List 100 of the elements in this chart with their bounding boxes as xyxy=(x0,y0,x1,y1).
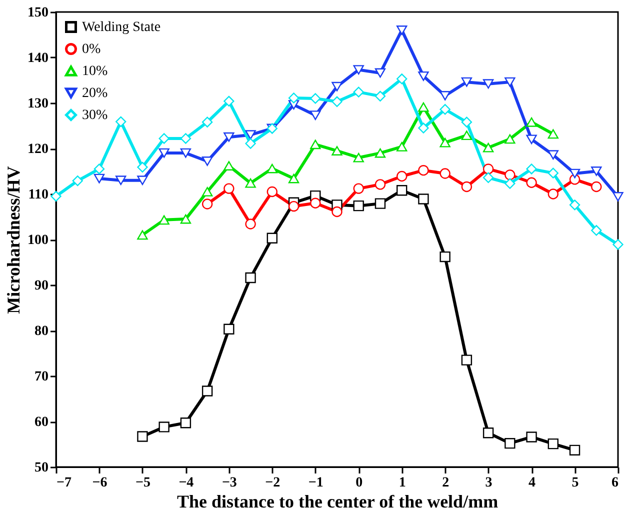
point xyxy=(374,148,386,158)
point xyxy=(374,179,386,190)
point xyxy=(482,164,494,174)
point xyxy=(137,176,148,186)
point xyxy=(461,77,472,87)
legend-label: 0% xyxy=(82,42,101,57)
point xyxy=(548,168,558,178)
point xyxy=(396,185,408,196)
point xyxy=(202,156,213,166)
x-tick-label: 0 xyxy=(356,476,363,490)
point xyxy=(245,218,256,230)
y-tick-label: 90 xyxy=(34,278,48,294)
point xyxy=(418,194,429,204)
point xyxy=(418,102,429,112)
point xyxy=(440,138,450,148)
point xyxy=(180,133,192,144)
point xyxy=(374,68,386,78)
point xyxy=(548,438,558,450)
x-tick-label: 4 xyxy=(528,476,536,490)
point xyxy=(266,164,278,174)
point xyxy=(440,104,450,115)
point xyxy=(440,168,450,179)
point xyxy=(504,77,516,87)
point xyxy=(396,74,408,84)
point xyxy=(461,354,472,366)
y-tick-label: 130 xyxy=(28,96,48,112)
point xyxy=(569,444,580,456)
point xyxy=(245,272,256,284)
point xyxy=(158,133,170,144)
point xyxy=(224,324,234,334)
point xyxy=(396,25,408,35)
point xyxy=(224,132,234,142)
point xyxy=(202,187,213,196)
point xyxy=(504,170,516,180)
y-tick-label: 80 xyxy=(34,324,48,339)
point xyxy=(332,146,342,156)
point xyxy=(202,116,213,128)
x-axis-title: The distance to the center of the weld/mm xyxy=(176,492,498,512)
y-tick-label: 70 xyxy=(34,370,48,384)
point xyxy=(158,422,170,432)
point xyxy=(440,91,450,100)
point xyxy=(158,148,170,158)
point xyxy=(504,438,516,449)
point xyxy=(482,79,494,89)
point xyxy=(310,93,321,104)
x-tick-label: −2 xyxy=(265,476,280,490)
point xyxy=(353,65,364,74)
point xyxy=(353,86,364,98)
point xyxy=(72,175,83,186)
point xyxy=(288,174,300,184)
point xyxy=(353,200,364,212)
point xyxy=(180,418,192,428)
point xyxy=(310,140,321,150)
point xyxy=(482,172,494,183)
x-tick-label: −6 xyxy=(92,476,108,490)
point xyxy=(288,92,300,104)
point xyxy=(526,164,537,174)
x-tick-label: −4 xyxy=(178,476,194,490)
y-tick-label: 150 xyxy=(28,6,48,20)
point xyxy=(224,96,234,107)
point xyxy=(180,214,192,224)
point xyxy=(266,232,278,244)
x-tick-label: 2 xyxy=(442,476,450,490)
point xyxy=(504,178,516,189)
point xyxy=(526,177,537,188)
point xyxy=(591,225,602,236)
point xyxy=(591,166,602,176)
point xyxy=(569,168,580,178)
point xyxy=(94,174,105,184)
point xyxy=(245,178,256,188)
point xyxy=(396,170,408,182)
point xyxy=(288,200,300,212)
x-tick-label: −1 xyxy=(308,476,324,490)
x-tick-label: −3 xyxy=(222,476,237,490)
point xyxy=(332,206,342,218)
point xyxy=(548,129,558,139)
y-axis-title: Microhardness/HV xyxy=(4,166,24,314)
x-tick-label: 1 xyxy=(398,476,406,490)
point xyxy=(374,90,386,102)
point xyxy=(374,198,386,209)
point xyxy=(612,239,624,250)
point xyxy=(526,432,537,442)
x-tick-label: 5 xyxy=(572,476,579,490)
point xyxy=(158,215,170,225)
point xyxy=(224,183,234,194)
point xyxy=(440,251,450,262)
point xyxy=(418,71,429,81)
y-tick-label: 140 xyxy=(28,51,48,66)
point xyxy=(418,165,429,176)
point xyxy=(482,142,494,152)
point xyxy=(266,186,278,198)
point xyxy=(332,82,342,92)
point xyxy=(461,130,472,140)
y-tick-label: 50 xyxy=(34,460,48,476)
point xyxy=(202,198,213,210)
x-tick-label: 6 xyxy=(612,476,618,490)
point xyxy=(548,150,558,160)
point xyxy=(353,152,364,162)
y-tick-label: 120 xyxy=(28,142,48,157)
legend-label: 10% xyxy=(82,64,108,79)
